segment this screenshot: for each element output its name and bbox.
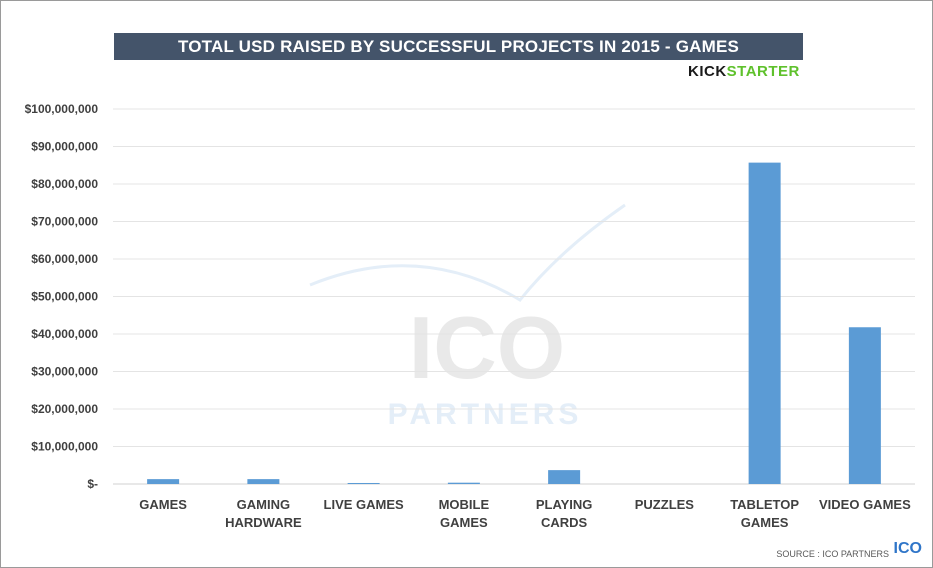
y-tick-label: $100,000,000 [25, 102, 99, 116]
x-tick-label: GAMES [440, 515, 488, 530]
y-tick-label: $40,000,000 [31, 327, 98, 341]
bar [848, 327, 881, 484]
kickstarter-logo: KICKSTARTER [688, 63, 800, 80]
x-tick-label: VIDEO GAMES [819, 497, 911, 512]
x-tick-label: LIVE GAMES [324, 497, 405, 512]
x-tick-label: MOBILE [439, 497, 490, 512]
x-tick-label: GAMING [237, 497, 290, 512]
watermark-partners: PARTNERS [388, 398, 583, 431]
y-tick-label: $70,000,000 [31, 215, 98, 229]
x-tick-label: CARDS [541, 515, 588, 530]
ico-logo: ICO [893, 540, 922, 557]
source-note: SOURCE : ICO PARTNERS [776, 549, 889, 559]
bar [447, 482, 480, 484]
watermark-swoosh [309, 203, 626, 302]
y-tick-label: $30,000,000 [31, 365, 98, 379]
bar [548, 470, 581, 484]
watermark-ico: ICO [409, 298, 565, 397]
y-tick-label: $80,000,000 [31, 177, 98, 191]
x-tick-label: HARDWARE [225, 515, 302, 530]
x-tick-label: GAMES [741, 515, 789, 530]
x-tick-label: PUZZLES [635, 497, 695, 512]
y-tick-label: $50,000,000 [31, 290, 98, 304]
x-tick-label: PLAYING [536, 497, 593, 512]
bar [147, 479, 180, 484]
bar [247, 479, 280, 484]
chart-title: TOTAL USD RAISED BY SUCCESSFUL PROJECTS … [114, 33, 803, 83]
x-tick-label: TABLETOP [730, 497, 799, 512]
y-tick-label: $10,000,000 [31, 440, 98, 454]
x-tick-label: GAMES [139, 497, 187, 512]
y-tick-label: $90,000,000 [31, 140, 98, 154]
bar [347, 482, 380, 484]
y-tick-label: $20,000,000 [31, 402, 98, 416]
y-tick-label: $60,000,000 [31, 252, 98, 266]
y-tick-label: $- [87, 477, 98, 491]
bar [748, 162, 781, 484]
